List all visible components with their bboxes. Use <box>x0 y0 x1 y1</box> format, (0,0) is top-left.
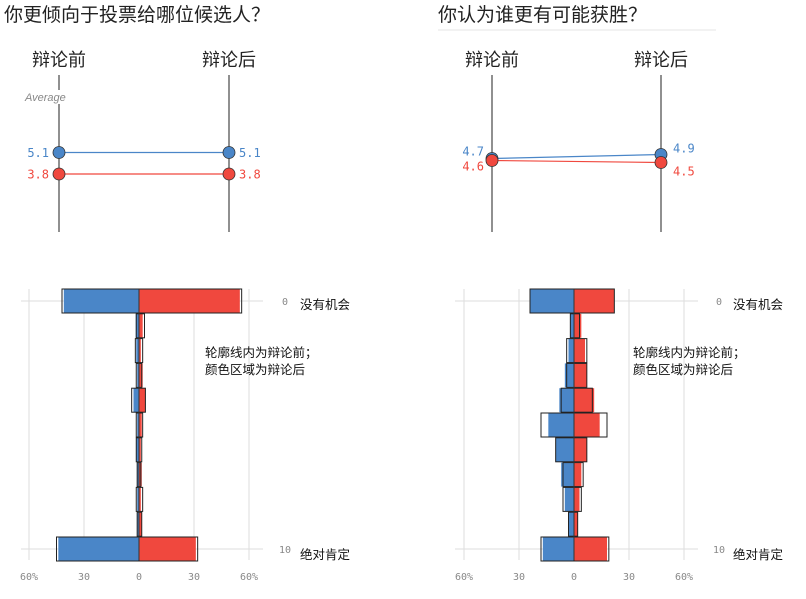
bars1-bar-red-after-3 <box>139 363 143 388</box>
bars2-bar-red-after-2 <box>574 338 585 363</box>
bars1-bar-red-after-8 <box>139 487 141 512</box>
bars1-bar-red-after-9 <box>139 512 142 537</box>
slope2-series-red-line <box>491 159 662 164</box>
bars2-top-label: 没有机会 <box>733 297 784 312</box>
bars2-bar-red-after-9 <box>574 512 578 537</box>
bars1-x-tick-4: 60% <box>240 572 258 583</box>
slope1-series-red-point-after <box>222 167 236 181</box>
bars2-x-tick-2: 0 <box>571 572 577 583</box>
bars2-note-line-2: 颜色区域为辩论后 <box>633 362 733 377</box>
bars1-bar-red-after-10 <box>139 537 196 561</box>
bars2-bar-red-after-4 <box>574 388 595 413</box>
bars2-bar-blue-after-3 <box>564 363 574 388</box>
bars2-bar-blue-after-2 <box>568 338 574 363</box>
bars2-x-tick-1: 30 <box>513 572 525 583</box>
bars2-bar-red-after-3 <box>574 363 587 388</box>
slope1-series-blue-point-after <box>222 146 236 159</box>
bars1-bar-blue-after-5 <box>137 413 139 437</box>
bars2-x-tick-0: 60% <box>455 572 473 583</box>
bars1-bar-blue-after-10 <box>58 537 140 561</box>
bars2-bar-blue-after-1 <box>570 313 574 338</box>
bars2-bar-blue-after-7 <box>561 462 574 487</box>
bars1-bar-red-after-1 <box>139 313 143 338</box>
bars1-bar-red-after-6 <box>139 437 141 462</box>
bars2-y-end-label-top: 0 <box>716 297 722 308</box>
bars2-bar-blue-after-0 <box>530 289 574 313</box>
slope1-title: 你更倾向于投票给哪位候选人？ <box>4 4 270 26</box>
bars1-bar-red-after-5 <box>139 413 142 437</box>
bars1-y-end-label-top: 0 <box>282 297 288 308</box>
slope2-series-blue-label-after: 4.9 <box>673 142 695 156</box>
slope2-series-red-point-after <box>654 156 668 169</box>
slope2-series-blue-label-before: 4.7 <box>462 145 484 159</box>
slope2-column-label-before: 辩论前 <box>465 50 519 71</box>
bars2-bar-blue-after-5 <box>548 413 574 437</box>
bars1-top-label: 没有机会 <box>300 297 351 312</box>
bars2-x-tick-4: 60% <box>675 572 693 583</box>
bars1-bar-blue-after-0 <box>63 289 140 313</box>
bars1-note-line-2: 颜色区域为辩论后 <box>205 362 305 377</box>
bars1-x-tick-3: 30 <box>188 572 200 583</box>
slope1-series-red-label-after: 3.8 <box>239 168 261 182</box>
slope1-series-blue-label-before: 5.1 <box>27 146 49 160</box>
bars2-bar-blue-after-6 <box>555 437 574 462</box>
bars1-y-end-label-bottom: 10 <box>279 545 291 556</box>
bars2-bar-blue-after-8 <box>564 487 574 512</box>
bars2-bar-blue-after-9 <box>568 512 574 537</box>
bars1-note-line-1: 轮廓线内为辩论前； <box>205 345 318 360</box>
bars1-x-tick-2: 0 <box>136 572 142 583</box>
bars1-bar-blue-after-2 <box>136 338 139 363</box>
bars1-bar-blue-after-4 <box>133 388 139 413</box>
slope1-column-label-after: 辩论后 <box>202 50 256 71</box>
slope2-series-red-point-before <box>485 154 499 167</box>
slope2-series-blue-line <box>491 153 662 160</box>
bars2-bar-red-after-0 <box>574 289 615 313</box>
bars2-bar-blue-after-10 <box>542 537 574 561</box>
bars1-bar-blue-after-6 <box>136 437 139 462</box>
bars2-bar-red-after-8 <box>574 487 580 512</box>
slope1-series-blue-point-before <box>52 146 66 159</box>
bars1-x-tick-0: 60% <box>20 572 38 583</box>
slope2-series-red-label-before: 4.6 <box>462 160 484 174</box>
bars1-bar-red-after-2 <box>139 338 141 363</box>
slope1-series-red-point-before <box>52 167 66 181</box>
bars1-x-tick-1: 30 <box>78 572 90 583</box>
slope1-average-label: Average <box>24 92 66 104</box>
bars2-note-line-1: 轮廓线内为辩论前； <box>633 345 746 360</box>
bars2-y-end-label-bottom: 10 <box>713 545 725 556</box>
slope1-series-red-label-before: 3.8 <box>27 168 49 182</box>
bars2-bottom-label: 绝对肯定 <box>733 547 783 562</box>
bars1-bar-blue-after-7 <box>137 462 139 487</box>
slope2-series-red-label-after: 4.5 <box>673 165 695 179</box>
bars2-bar-red-after-6 <box>574 437 587 462</box>
bars1-bar-blue-after-3 <box>137 363 139 388</box>
bars2-bar-red-after-7 <box>574 462 582 487</box>
bars2-x-tick-3: 30 <box>623 572 635 583</box>
bars2-bar-blue-after-4 <box>559 388 574 413</box>
bars2-bar-red-after-10 <box>574 537 607 561</box>
bars1-bar-red-after-4 <box>139 388 146 413</box>
bars1-bar-red-after-0 <box>139 289 240 313</box>
bars1-bar-blue-after-1 <box>135 313 139 338</box>
slope1-series-blue-label-after: 5.1 <box>239 146 261 160</box>
bars2-bar-red-after-1 <box>574 313 582 338</box>
bars1-bar-blue-after-9 <box>137 512 139 537</box>
slope1-average-label-bg <box>23 90 75 104</box>
bars1-bottom-label: 绝对肯定 <box>300 547 350 562</box>
slope1-column-label-before: 辩论前 <box>32 50 86 71</box>
bars2-bar-red-after-5 <box>574 413 600 437</box>
slope2-column-label-after: 辩论后 <box>634 50 688 71</box>
slope2-title: 你认为谁更有可能获胜？ <box>438 4 647 26</box>
bars1-bar-blue-after-8 <box>137 487 139 512</box>
